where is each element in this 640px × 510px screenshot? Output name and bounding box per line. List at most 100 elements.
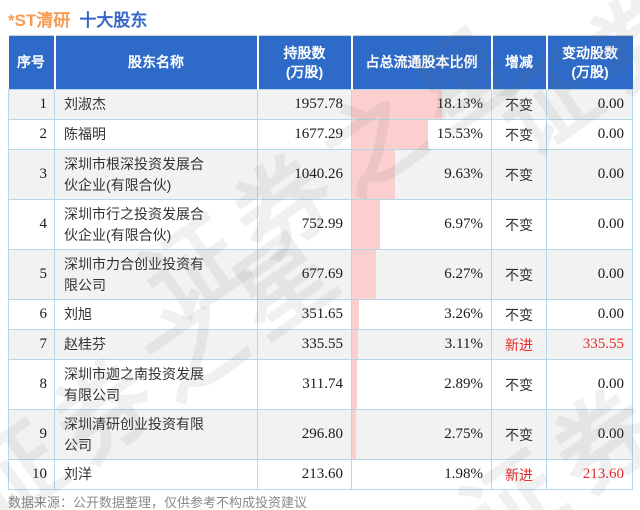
shares-cell: 1957.78 <box>257 89 352 120</box>
delta-shares-cell: 0.00 <box>546 409 633 460</box>
change-cell: 不变 <box>491 249 547 300</box>
change-cell: 不变 <box>491 199 547 250</box>
shareholder-name-cell: 深圳市迦之南投资发展有限公司 <box>54 359 258 410</box>
percent-bar <box>352 360 358 409</box>
percent-value: 3.11% <box>444 336 483 352</box>
shareholder-name: 深圳市根深投资发展合伙企业(有限合伙) <box>64 155 204 193</box>
percent-cell: 2.89% <box>351 359 492 410</box>
delta-shares-cell: 0.00 <box>546 199 633 250</box>
change-cell: 不变 <box>491 409 547 460</box>
page-title: *ST清研 十大股东 <box>8 6 147 31</box>
shares-cell: 213.60 <box>257 459 352 490</box>
shareholder-name-cell: 深圳市根深投资发展合伙企业(有限合伙) <box>54 149 258 200</box>
header-rank: 序号 <box>8 35 56 90</box>
rank-cell: 1 <box>8 89 55 120</box>
percent-cell: 15.53% <box>351 119 492 150</box>
percent-bar <box>352 120 428 149</box>
shares-cell: 311.74 <box>257 359 352 410</box>
shareholder-name-cell: 陈福明 <box>54 119 258 150</box>
percent-cell: 3.26% <box>351 299 492 330</box>
header-row: 序号 股东名称 持股数 (万股) 占总流通股本比例 增减 变动股数 (万股) <box>8 35 633 90</box>
table-row: 2 陈福明 1677.29 15.53% 不变 0.00 <box>8 119 633 150</box>
shareholder-name-cell: 刘洋 <box>54 459 258 490</box>
shareholder-name: 深圳清研创业投资有限公司 <box>64 415 204 453</box>
header-change: 增减 <box>491 35 548 90</box>
shares-cell: 296.80 <box>257 409 352 460</box>
shareholder-name-cell: 深圳清研创业投资有限公司 <box>54 409 258 460</box>
delta-shares-cell: 0.00 <box>546 299 633 330</box>
shareholder-name: 深圳市力合创业投资有限公司 <box>64 255 204 293</box>
percent-value: 6.97% <box>444 216 483 232</box>
rank-cell: 9 <box>8 409 55 460</box>
percent-bar <box>352 330 359 359</box>
table-row: 10 刘洋 213.60 1.98% 新进 213.60 <box>8 459 633 490</box>
rank-cell: 7 <box>8 329 55 360</box>
shareholder-name-cell: 刘淑杰 <box>54 89 258 120</box>
delta-shares-cell: 213.60 <box>546 459 633 490</box>
shares-cell: 335.55 <box>257 329 352 360</box>
delta-shares-cell: 0.00 <box>546 249 633 300</box>
rank-cell: 10 <box>8 459 55 490</box>
shareholder-name: 陈福明 <box>64 126 106 142</box>
shareholder-name: 深圳市迦之南投资发展有限公司 <box>64 365 204 403</box>
percent-cell: 2.75% <box>351 409 492 460</box>
shares-cell: 351.65 <box>257 299 352 330</box>
header-delta: 变动股数 (万股) <box>546 35 633 90</box>
percent-cell: 6.97% <box>351 199 492 250</box>
change-cell: 不变 <box>491 149 547 200</box>
percent-cell: 3.11% <box>351 329 492 360</box>
change-cell: 不变 <box>491 359 547 410</box>
percent-bar <box>352 150 395 199</box>
shares-cell: 677.69 <box>257 249 352 300</box>
shareholder-name: 刘旭 <box>64 306 92 322</box>
percent-bar <box>352 90 442 119</box>
table-row: 3 深圳市根深投资发展合伙企业(有限合伙) 1040.26 9.63% 不变 0.00 <box>8 149 633 200</box>
change-cell: 新进 <box>491 329 547 360</box>
shareholder-name-cell: 深圳市力合创业投资有限公司 <box>54 249 258 300</box>
rank-cell: 6 <box>8 299 55 330</box>
rank-cell: 4 <box>8 199 55 250</box>
header-shares: 持股数 (万股) <box>257 35 353 90</box>
data-source-note: 数据来源：公开数据整理，仅供参考不构成投资建议 <box>8 495 308 510</box>
delta-shares-cell: 0.00 <box>546 149 633 200</box>
header-percent: 占总流通股本比例 <box>351 35 493 90</box>
change-cell: 不变 <box>491 299 547 330</box>
shareholder-name: 赵桂芬 <box>64 336 106 352</box>
percent-bar <box>352 250 376 299</box>
shareholders-table: 序号 股东名称 持股数 (万股) 占总流通股本比例 增减 变动股数 (万股) 1… <box>8 35 633 490</box>
percent-value: 15.53% <box>436 126 483 142</box>
percent-value: 2.75% <box>444 426 483 442</box>
shares-cell: 1677.29 <box>257 119 352 150</box>
title-suffix: 十大股东 <box>79 11 148 30</box>
table-row: 8 深圳市迦之南投资发展有限公司 311.74 2.89% 不变 0.00 <box>8 359 633 410</box>
delta-shares-cell: 0.00 <box>546 119 633 150</box>
delta-shares-cell: 0.00 <box>546 89 633 120</box>
table-header: 序号 股东名称 持股数 (万股) 占总流通股本比例 增减 变动股数 (万股) <box>8 35 633 90</box>
percent-bar <box>352 300 360 329</box>
rank-cell: 2 <box>8 119 55 150</box>
table-row: 4 深圳市行之投资发展合伙企业(有限合伙) 752.99 6.97% 不变 0.00 <box>8 199 633 250</box>
percent-cell: 18.13% <box>351 89 492 120</box>
rank-cell: 3 <box>8 149 55 200</box>
shareholder-name: 刘淑杰 <box>64 96 106 112</box>
rank-cell: 5 <box>8 249 55 300</box>
shareholder-name: 深圳市行之投资发展合伙企业(有限合伙) <box>64 205 204 243</box>
shareholder-name-cell: 深圳市行之投资发展合伙企业(有限合伙) <box>54 199 258 250</box>
shareholder-name-cell: 赵桂芬 <box>54 329 258 360</box>
change-cell: 不变 <box>491 119 547 150</box>
table-row: 5 深圳市力合创业投资有限公司 677.69 6.27% 不变 0.00 <box>8 249 633 300</box>
shareholder-name-cell: 刘旭 <box>54 299 258 330</box>
change-cell: 新进 <box>491 459 547 490</box>
percent-cell: 6.27% <box>351 249 492 300</box>
table-row: 7 赵桂芬 335.55 3.11% 新进 335.55 <box>8 329 633 360</box>
change-cell: 不变 <box>491 89 547 120</box>
percent-value: 1.98% <box>444 466 483 482</box>
rank-cell: 8 <box>8 359 55 410</box>
table-body: 1 刘淑杰 1957.78 18.13% 不变 0.00 2 陈福明 1677.29 15.53%… <box>8 89 633 490</box>
table-row: 6 刘旭 351.65 3.26% 不变 0.00 <box>8 299 633 330</box>
delta-shares-cell: 0.00 <box>546 359 633 410</box>
percent-value: 2.89% <box>444 376 483 392</box>
percent-value: 3.26% <box>444 306 483 322</box>
percent-cell: 9.63% <box>351 149 492 200</box>
